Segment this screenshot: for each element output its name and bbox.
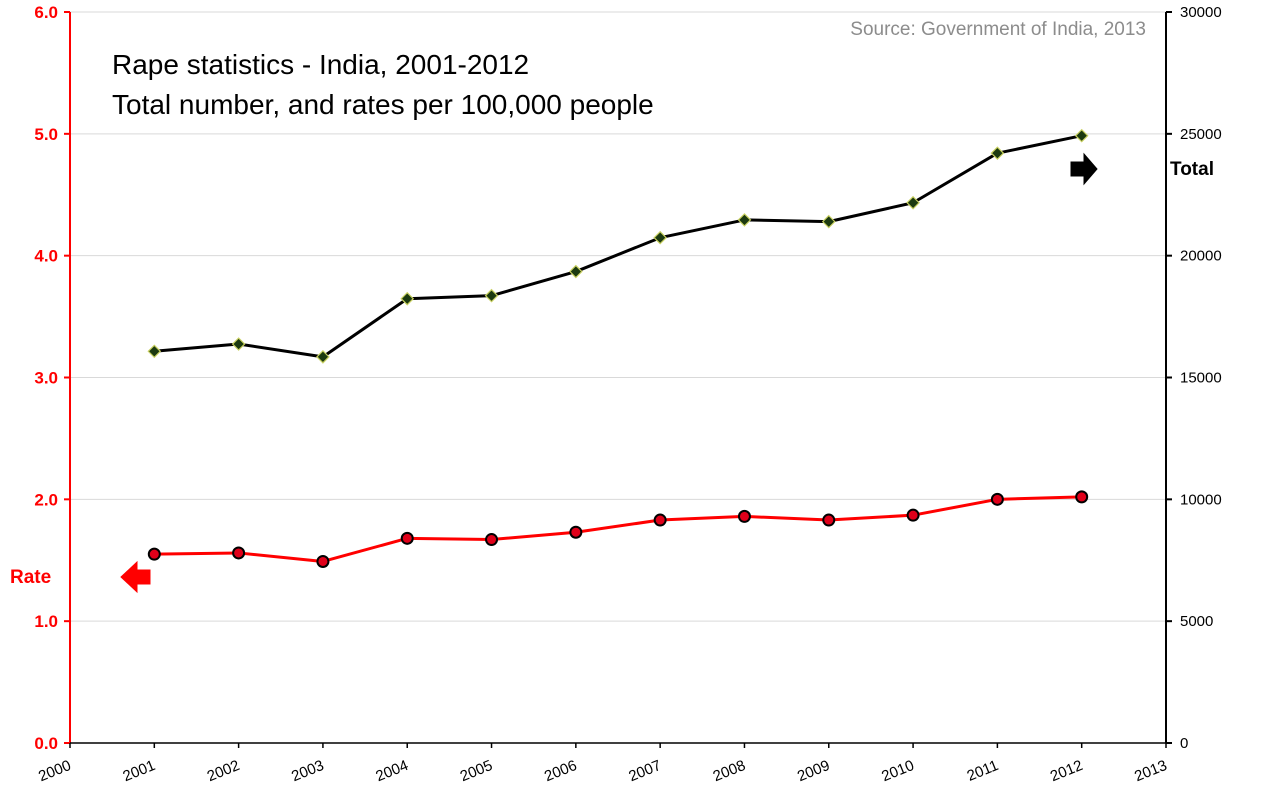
x-axis-tick-label: 2012: [1048, 757, 1085, 785]
x-axis-tick-label: 2013: [1132, 757, 1169, 785]
left-axis-tick-label: 1.0: [34, 612, 58, 631]
tick-labels: 0.0 1.0 2.0 3.0 4.0 5.0 6.0 0 5000 10000 15000 2000…: [34, 3, 1221, 785]
x-axis-tick-label: 2004: [373, 757, 410, 785]
data-point-total: [737, 213, 752, 227]
x-axis-tick-label: 2011: [965, 757, 1001, 785]
data-point-total: [400, 291, 415, 306]
left-axis-tick-label: 5.0: [34, 125, 58, 144]
left-axis-tick-label: 4.0: [34, 247, 58, 266]
data-point-rate: [822, 513, 836, 527]
series-line-total: [154, 134, 1082, 359]
left-axis-tick-label: 0.0: [34, 734, 58, 753]
axes: [64, 11, 1172, 748]
right-axis-tick-label: 10000: [1180, 491, 1222, 508]
data-point-total: [821, 214, 836, 229]
series-arrows: [120, 152, 1098, 594]
data-point-rate: [316, 554, 330, 568]
data-point-total: [1074, 128, 1089, 143]
series-label-rate: Rate: [10, 567, 51, 588]
data-point-rate: [400, 531, 414, 545]
left-axis-tick-label: 2.0: [34, 490, 58, 509]
data-point-total: [316, 350, 330, 364]
data-point-rate: [990, 492, 1004, 506]
x-axis-tick-label: 2009: [795, 757, 832, 785]
data-point-rate: [653, 513, 667, 527]
x-axis-tick-label: 2010: [879, 757, 916, 785]
data-point-rate: [906, 508, 920, 522]
data-point-rate: [485, 533, 499, 547]
data-point-rate: [147, 547, 161, 561]
right-axis-tick-label: 25000: [1180, 126, 1222, 143]
right-axis-tick-label: 0: [1180, 735, 1188, 752]
x-axis-tick-label: 2001: [120, 757, 157, 785]
data-point-total: [653, 230, 668, 245]
data-point-total: [484, 288, 499, 303]
data-point-rate: [232, 546, 246, 560]
x-axis-tick-label: 2003: [289, 757, 326, 785]
arrow-left-icon: [120, 560, 151, 594]
x-axis-tick-label: 2007: [626, 757, 663, 785]
left-axis-tick-label: 6.0: [34, 3, 58, 22]
data-point-total: [231, 337, 246, 351]
data-point-total: [568, 264, 583, 279]
series-label-total: Total: [1170, 159, 1214, 180]
data-point-rate: [569, 525, 583, 539]
series-line-rate: [154, 495, 1082, 563]
x-axis-tick-label: 2002: [205, 757, 242, 785]
right-axis-tick-label: 15000: [1180, 370, 1222, 387]
chart-title-line-1: Rape statistics - India, 2001-2012: [112, 49, 529, 80]
x-axis-tick-label: 2008: [711, 757, 748, 785]
data-point-total: [147, 344, 162, 359]
data-point-total: [906, 195, 920, 210]
data-point-rate: [1075, 490, 1089, 504]
x-axis-tick-label: 2000: [36, 757, 73, 785]
left-axis-tick-label: 3.0: [34, 369, 58, 388]
right-axis-tick-label: 5000: [1180, 613, 1213, 630]
x-axis-tick-label: 2006: [542, 757, 579, 785]
data-point-total: [990, 146, 1005, 161]
chart-title-line-2: Total number, and rates per 100,000 peop…: [112, 89, 654, 120]
gridlines: [70, 11, 1166, 622]
data-point-rate: [737, 509, 751, 523]
right-axis-tick-label: 30000: [1180, 4, 1222, 21]
arrow-right-icon: [1070, 152, 1098, 186]
chart-source: Source: Government of India, 2013: [850, 19, 1146, 40]
right-axis-tick-label: 20000: [1180, 248, 1222, 265]
x-axis-tick-label: 2005: [458, 757, 495, 785]
series-layer: [147, 128, 1089, 568]
